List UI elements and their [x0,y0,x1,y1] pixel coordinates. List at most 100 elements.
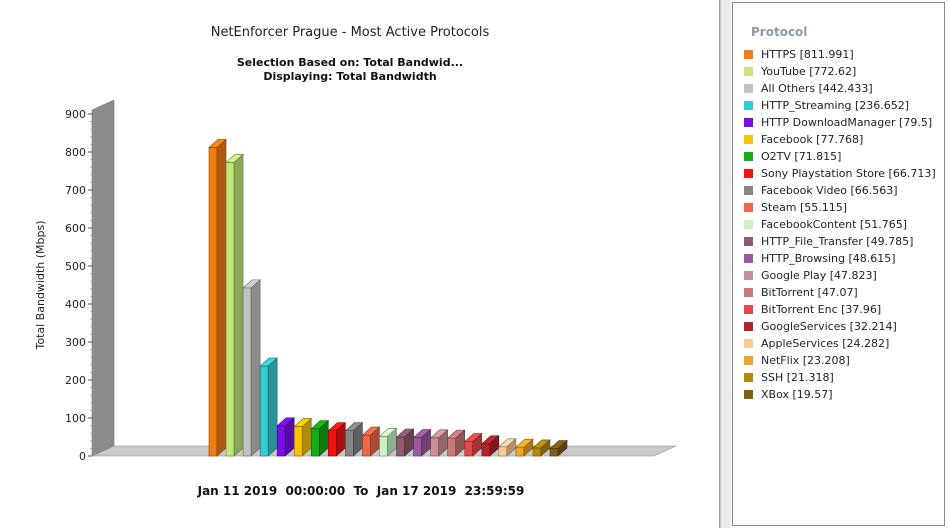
bar-bittorrent [446,429,466,457]
bar-front-face [345,430,354,457]
bar-http-downloadmanager [276,417,295,457]
legend-label: HTTPS [811.991] [761,48,854,61]
bar-top-face [293,418,313,427]
bar-front-face [362,434,371,457]
legend-item: NetFlix [23.208] [744,352,936,369]
bar-bittorrent-enc [463,432,483,457]
legend-swatch [744,254,753,263]
bar-front-face [208,147,218,457]
legend-swatch [744,237,753,246]
legend-label: HTTP_Browsing [48.615] [761,252,896,265]
bar-top-face [208,139,227,148]
legend-item: AppleServices [24.282] [744,335,936,352]
bar-top-face [344,422,364,432]
bar-front-face [413,437,422,457]
bar-https [208,138,227,457]
legend-label: Sony Playstation Store [66.713] [761,167,936,180]
legend-label: AppleServices [24.282] [761,337,890,350]
bar-top-face [446,429,466,439]
legend-item: HTTP_File_Transfer [49.785] [744,233,936,250]
legend-item: XBox [19.57] [744,386,936,403]
legend-item: BitTorrent [47.07] [744,284,936,301]
legend-item: Facebook [77.768] [744,131,936,148]
bar-top-face [378,428,398,437]
legend-swatch [744,305,753,314]
bar-facebook [293,417,313,457]
y-tick-label: 500 [65,260,86,273]
bar-side-face [233,153,244,457]
legend-label: O2TV [71.815] [761,150,842,163]
legend-label: Steam [55.115] [761,201,848,214]
legend-label: FacebookContent [51.765] [761,218,908,231]
legend-label: HTTP_Streaming [236.652] [761,99,910,112]
legend-label: HTTP_File_Transfer [49.785] [761,235,914,248]
legend-label: BitTorrent [47.07] [761,286,858,299]
bar-front-face [532,447,542,457]
bar-top-face [498,438,517,448]
bar-top-face [412,429,432,438]
chart-subtitle-display: Displaying: Total Bandwidth [263,70,436,83]
bar-side-face [267,357,278,457]
legend-item: HTTP DownloadManager [79.5] [744,114,936,131]
bar-top-face [276,417,295,427]
bar-front-face [328,430,337,457]
bar-o2tv [310,420,330,457]
legend-item: Facebook Video [66.563] [744,182,936,199]
legend-item: O2TV [71.815] [744,148,936,165]
bar-http-streaming [259,357,278,457]
bar-all-others [242,279,261,457]
bar-facebookcontent [378,427,398,457]
legend-swatch [744,67,753,76]
legend-swatch [744,152,753,161]
legend-swatch [744,271,753,280]
legend-swatch [744,186,753,195]
legend-item: All Others [442.433] [744,80,936,97]
legend-list: HTTPS [811.991] YouTube [772.62] All Other… [744,46,936,403]
chart-title: NetEnforcer Prague - Most Active Protoco… [211,25,490,40]
bar-facebook-video [344,422,364,457]
bars [208,138,568,457]
legend-label: Google Play [47.823] [761,269,877,282]
bar-front-face [259,365,269,457]
chart-subtitle-selection: Selection Based on: Total Bandwid... [237,56,463,69]
y-tick-label: 100 [65,412,86,425]
bar-front-face [293,426,303,457]
legend-label: Facebook Video [66.563] [761,184,898,197]
legend-item: YouTube [772.62] [744,63,936,80]
bar-top-face [532,439,551,449]
y-tick-label: 400 [65,298,86,311]
bar-top-face [463,433,483,442]
y-tick-label: 700 [65,184,86,197]
legend-swatch [744,118,753,127]
bar-front-face [379,436,388,457]
panel-splitter[interactable] [720,0,731,528]
y-tick-label: 900 [65,108,86,121]
legend-label: GoogleServices [32.214] [761,320,897,333]
legend-swatch [744,339,753,348]
legend-item: Steam [55.115] [744,199,936,216]
y-tick-label: 800 [65,146,86,159]
bar-front-face [481,443,491,457]
legend-item: HTTP_Browsing [48.615] [744,250,936,267]
legend-swatch [744,390,753,399]
legend-swatch [744,84,753,93]
bar-top-face [395,428,415,438]
legend-swatch [744,322,753,331]
bar-front-face [549,448,559,457]
bar-googleservices [481,435,500,457]
bar-top-face [242,279,261,289]
y-axis-label: Total Bandwidth (Mbps) [34,220,47,350]
x-axis-label: Jan 11 2019 00:00:00 To Jan 17 2019 23:5… [197,484,525,498]
legend-swatch [744,135,753,144]
legend-swatch [744,373,753,382]
legend-label: SSH [21.318] [761,371,834,384]
bar-top-face [515,438,534,448]
bar-top-face [259,357,278,367]
legend-item: HTTPS [811.991] [744,46,936,63]
legend-swatch [744,288,753,297]
y-tick-label: 600 [65,222,86,235]
legend-item: Sony Playstation Store [66.713] [744,165,936,182]
legend-item: FacebookContent [51.765] [744,216,936,233]
legend-item: BitTorrent Enc [37.96] [744,301,936,318]
bar-side-face [250,279,261,457]
